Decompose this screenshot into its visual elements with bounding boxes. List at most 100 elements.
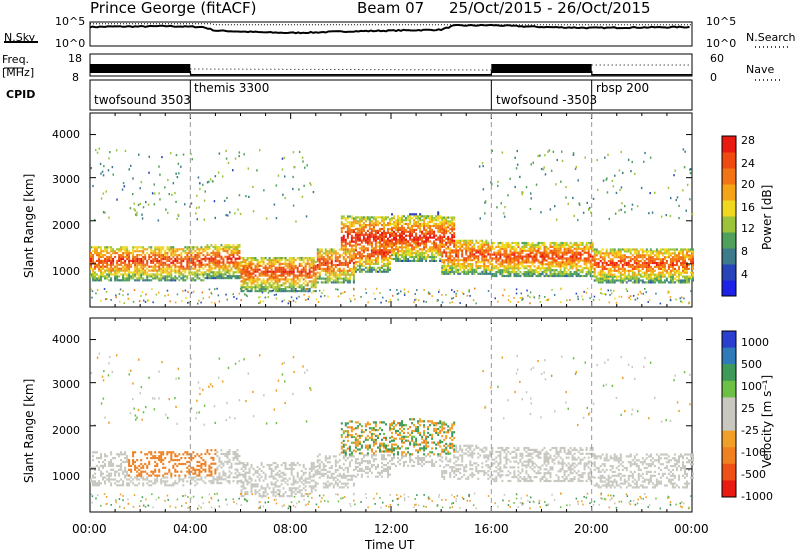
power-cell xyxy=(174,252,177,255)
power-cell xyxy=(344,230,347,234)
power-cell xyxy=(491,243,494,246)
power-cell xyxy=(208,246,211,249)
power-cell xyxy=(559,243,562,246)
power-cell xyxy=(282,278,285,281)
power-cell xyxy=(100,299,102,302)
power-cell xyxy=(623,261,626,265)
power-cell xyxy=(108,271,111,274)
power-cell xyxy=(174,275,177,278)
power-cell xyxy=(678,204,680,207)
power-cell xyxy=(573,263,576,266)
power-cell xyxy=(484,200,487,203)
power-cell xyxy=(360,239,363,242)
power-cell xyxy=(597,252,600,255)
power-cell xyxy=(366,235,369,238)
power-cell xyxy=(465,247,468,250)
power-cell xyxy=(214,251,217,254)
power-cell xyxy=(627,250,630,253)
power-cell xyxy=(100,269,102,272)
power-cell xyxy=(443,228,446,231)
power-cell xyxy=(301,156,304,159)
power-cell xyxy=(507,257,510,260)
power-cell xyxy=(661,254,664,257)
power-cell xyxy=(142,269,145,272)
power-cell xyxy=(509,249,512,252)
power-cell xyxy=(621,254,624,257)
power-cell xyxy=(563,269,566,272)
power-cell xyxy=(169,152,172,155)
power-cell xyxy=(525,257,528,260)
power-cell xyxy=(342,248,345,251)
power-cell xyxy=(555,263,558,266)
power-cell xyxy=(497,251,500,254)
power-cell xyxy=(425,250,428,253)
power-cell xyxy=(334,252,337,255)
power-cell xyxy=(115,294,117,297)
power-cell xyxy=(555,255,558,258)
power-cell xyxy=(595,248,598,251)
power-cell xyxy=(156,271,159,274)
power-cell xyxy=(224,269,227,272)
power-cell xyxy=(557,274,560,278)
power-cell xyxy=(597,261,600,265)
power-cell xyxy=(633,281,636,284)
power-cell xyxy=(208,259,211,262)
power-cell xyxy=(264,257,267,260)
power-cell xyxy=(184,267,187,270)
power-cell xyxy=(356,216,359,219)
xtick-8: 08:00 xyxy=(273,522,308,536)
power-cell xyxy=(162,254,165,257)
power-cell xyxy=(439,244,442,247)
power-cell xyxy=(212,261,215,264)
power-cell xyxy=(154,252,157,255)
power-cell xyxy=(176,265,179,268)
power-cell xyxy=(439,221,442,224)
power-cell xyxy=(511,271,514,274)
power-cell xyxy=(579,269,582,272)
power-cell xyxy=(171,193,173,196)
power-cell xyxy=(102,192,105,195)
power-cell xyxy=(389,257,391,260)
power-cell xyxy=(625,256,628,259)
power-cell xyxy=(591,249,594,252)
power-cell xyxy=(391,217,393,220)
power-cell xyxy=(475,265,478,268)
power-cell xyxy=(290,268,293,271)
power-cell xyxy=(449,241,452,244)
power-cell xyxy=(467,270,470,273)
power-cell xyxy=(682,263,684,267)
power-cell xyxy=(248,262,251,265)
power-cell xyxy=(593,279,596,282)
power-cell xyxy=(354,220,357,223)
power-cell xyxy=(174,248,177,251)
power-cell xyxy=(282,268,285,271)
power-cell xyxy=(284,288,287,291)
power-cell xyxy=(172,252,175,255)
power-cell xyxy=(601,267,604,270)
power-cell xyxy=(585,265,588,268)
power-cell xyxy=(619,260,622,263)
power-cell xyxy=(429,240,432,243)
power-cell xyxy=(288,258,291,262)
power-cell xyxy=(477,247,480,250)
power-cell xyxy=(653,261,656,265)
power-cell xyxy=(501,272,504,276)
power-cell xyxy=(108,273,111,276)
power-cell xyxy=(234,251,237,254)
power-cell xyxy=(292,175,294,179)
power-cell xyxy=(581,271,584,274)
power-cell xyxy=(533,259,536,262)
power-cell xyxy=(669,281,672,284)
power-cell xyxy=(597,258,600,261)
power-cell xyxy=(356,222,359,225)
power-cell xyxy=(517,261,520,264)
power-cell xyxy=(583,249,586,252)
power-cell xyxy=(280,278,283,281)
power-cell xyxy=(511,257,514,260)
power-cell xyxy=(106,261,109,264)
power-cell xyxy=(360,231,363,234)
power-cell xyxy=(385,268,387,271)
power-cell xyxy=(531,241,534,245)
power-cell xyxy=(443,266,446,270)
power-cell xyxy=(503,267,506,270)
